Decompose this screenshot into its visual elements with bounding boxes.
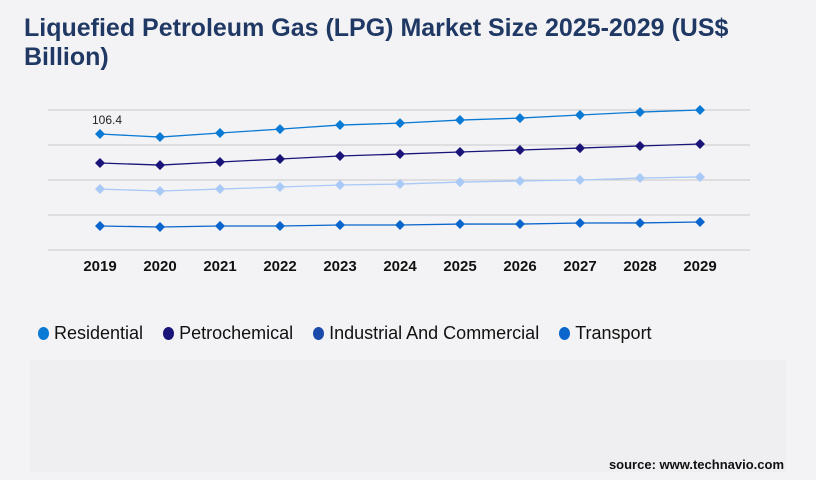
legend-label: Industrial And Commercial [329,323,540,343]
data-point [695,216,705,227]
data-point [215,221,225,232]
x-tick-label: 2028 [623,258,656,275]
x-tick-label: 2021 [203,258,236,275]
data-point [635,173,645,184]
data-point [215,184,225,195]
legend-item: Industrial And Commercial [313,323,539,344]
data-point [635,107,645,118]
data-point [515,175,525,186]
data-point [155,160,165,171]
data-point [575,217,585,228]
data-point [95,184,105,195]
data-point [635,140,645,151]
legend-item: Transport [559,323,652,344]
background-panel [30,360,786,472]
data-point [455,146,465,157]
source-text: source: www.technavio.com [608,457,784,472]
data-point [455,115,465,126]
x-tick-label: 2025 [443,258,476,275]
data-label: 106.4 [92,113,122,127]
legend-label: Residential [54,323,144,343]
data-point [275,181,285,192]
line-chart: 2019 2020 2021 2022 2023 2024 2025 2026 2027 2028… [48,105,750,275]
x-tick-label: 2029 [683,258,716,275]
data-point [155,132,165,143]
data-point [515,113,525,124]
data-point [695,105,705,116]
data-point [95,158,105,168]
legend-label: Transport [575,323,652,343]
legend-label: Petrochemical [179,323,294,343]
data-point [695,139,705,150]
legend-marker-icon [163,327,175,340]
legend-marker-icon [38,327,49,340]
data-point [395,179,405,190]
data-point [95,129,105,139]
data-point [215,128,225,139]
data-point [455,177,465,188]
data-point [575,143,585,154]
chart-title: Liquefied Petroleum Gas (LPG) Market Siz… [24,14,729,71]
data-point [515,145,525,156]
legend-marker-icon [559,327,571,340]
data-point [275,153,285,164]
legend-marker-icon [313,327,325,340]
data-point [155,221,165,232]
legend-item: Residential [38,323,143,344]
data-point [575,110,585,121]
x-tick-label: 2020 [143,258,176,275]
x-tick-label: 2024 [383,258,417,275]
data-point [455,219,465,230]
x-tick-label: 2023 [323,258,356,275]
data-point [275,124,285,135]
x-tick-label: 2026 [503,258,536,275]
legend-item: Petrochemical [163,323,293,344]
x-tick-label: 2027 [563,258,596,275]
data-point [395,220,405,231]
data-point [275,221,285,232]
data-point [575,175,585,186]
data-point [215,157,225,168]
data-point [155,186,165,197]
data-point [335,180,345,191]
data-point [335,220,345,231]
data-point [395,118,405,129]
data-point [95,221,105,232]
data-point [635,217,645,228]
legend: Residential Petrochemical Industrial And C… [38,323,652,344]
data-point [335,120,345,131]
x-tick-label: 2019 [83,258,116,275]
data-point [395,149,405,160]
x-tick-label: 2022 [263,258,296,275]
data-point [515,219,525,230]
data-point [335,151,345,162]
data-point [695,171,705,182]
